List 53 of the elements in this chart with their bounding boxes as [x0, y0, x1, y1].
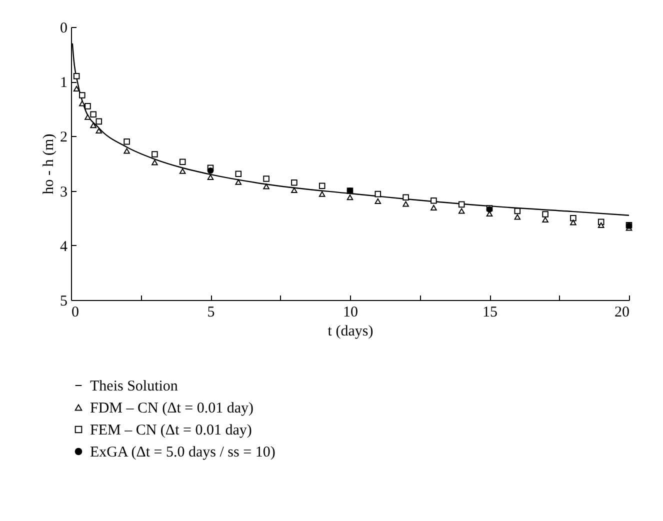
point [84, 103, 91, 110]
point [374, 198, 382, 204]
point [542, 211, 548, 218]
point [179, 158, 186, 166]
point [570, 220, 576, 226]
point [235, 170, 242, 178]
point [263, 176, 270, 182]
point [73, 72, 80, 80]
point [514, 214, 521, 220]
point [152, 160, 158, 166]
y-tick-label: 2 [60, 130, 68, 146]
legend-label: FDM – CN (Δt = 0.01 day) [90, 400, 254, 416]
point [90, 111, 96, 118]
point [430, 204, 437, 211]
point [291, 179, 298, 186]
x-tick-label: 0 [72, 304, 79, 320]
point [179, 168, 186, 174]
point [124, 148, 130, 154]
legend-label: Theis Solution [90, 378, 178, 394]
y-tick-label: 5 [60, 294, 68, 310]
x-tick-label: 20 [614, 304, 630, 320]
y-tick-label: 3 [60, 184, 68, 200]
point [346, 194, 354, 200]
point [570, 214, 576, 222]
point [402, 194, 409, 200]
point [430, 197, 437, 204]
legend-label: ExGA (Δt = 5.0 days / ss = 10) [90, 444, 276, 460]
x-axis-title: t (days) [328, 324, 374, 340]
point [458, 201, 465, 208]
point [96, 118, 102, 125]
legend-label: FEM – CN (Δt = 0.01 day) [90, 422, 252, 438]
point [124, 138, 130, 145]
point [402, 201, 409, 207]
point [263, 184, 270, 190]
point [514, 208, 521, 214]
x-tick-label: 15 [482, 304, 498, 320]
point [90, 122, 96, 128]
point [318, 191, 326, 197]
point [207, 167, 214, 174]
point [318, 182, 326, 190]
point [79, 100, 86, 106]
x-tick-label: 10 [343, 304, 358, 320]
point [235, 179, 242, 185]
point [152, 151, 158, 158]
point [598, 222, 604, 228]
point [374, 190, 382, 198]
point [79, 92, 86, 98]
y-axis-title: ho - h (m) [41, 134, 57, 194]
x-tick-label: 5 [207, 304, 215, 320]
y-tick-label: 0 [60, 20, 68, 36]
y-tick-label: 4 [60, 238, 68, 255]
point [458, 208, 465, 214]
y-tick-label: 1 [60, 75, 68, 92]
